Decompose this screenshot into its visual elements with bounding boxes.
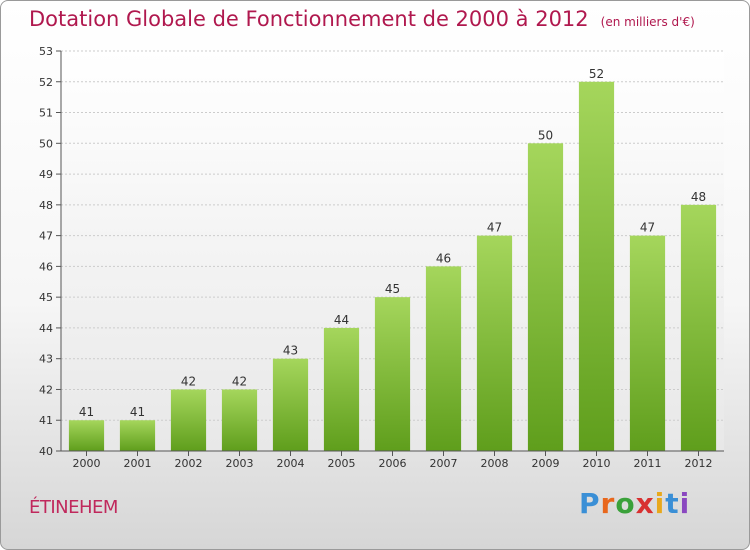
logo-letter: r [600, 487, 616, 520]
y-tick-label: 40 [39, 445, 53, 458]
value-label-2004: 43 [283, 344, 298, 358]
y-tick-label: 49 [39, 168, 53, 181]
value-label-2002: 42 [181, 374, 196, 388]
y-tick-label: 46 [39, 260, 53, 273]
x-tick-label-2001: 2001 [124, 457, 152, 470]
x-tick-label-2005: 2005 [328, 457, 356, 470]
value-label-2006: 45 [385, 282, 400, 296]
bar-2000 [68, 420, 105, 451]
value-label-2010: 52 [589, 67, 604, 81]
x-tick-label-2007: 2007 [430, 457, 458, 470]
x-tick-label-2008: 2008 [481, 457, 509, 470]
y-tick-label: 53 [39, 45, 53, 58]
y-tick-label: 50 [39, 137, 53, 150]
y-tick-label: 47 [39, 230, 53, 243]
logo-letter: x [635, 487, 655, 520]
y-tick-label: 51 [39, 107, 53, 120]
chart-title: Dotation Globale de Fonctionnement de 20… [29, 7, 695, 31]
x-tick-label-2004: 2004 [277, 457, 305, 470]
bar-2007 [425, 266, 462, 451]
value-label-2000: 41 [79, 405, 94, 419]
value-label-2011: 47 [640, 221, 655, 235]
y-tick-label: 52 [39, 76, 53, 89]
logo-letter: t [665, 487, 680, 520]
proxiti-logo[interactable]: Proxiti [579, 487, 690, 520]
bar-2001 [119, 420, 156, 451]
value-label-2005: 44 [334, 313, 349, 327]
logo-letter: i [679, 487, 691, 520]
bar-2008 [476, 235, 513, 451]
value-label-2001: 41 [130, 405, 145, 419]
x-tick-label-2006: 2006 [379, 457, 407, 470]
bar-2006 [374, 297, 411, 451]
value-labels: 41 41 42 42 43 44 45 46 47 50 52 47 48 [79, 67, 706, 419]
title-text: Dotation Globale de Fonctionnement de 20… [29, 7, 589, 31]
y-tick-label: 41 [39, 414, 53, 427]
y-tick-label: 45 [39, 291, 53, 304]
bar-2011 [629, 235, 666, 451]
bar-2009 [527, 143, 564, 452]
x-tick-label-2009: 2009 [532, 457, 560, 470]
value-label-2008: 47 [487, 221, 502, 235]
x-tick-label-2012: 2012 [685, 457, 713, 470]
y-tick-label: 42 [39, 383, 53, 396]
value-label-2003: 42 [232, 374, 247, 388]
x-tick-label-2002: 2002 [175, 457, 203, 470]
x-tick-label-2010: 2010 [583, 457, 611, 470]
bar-2003 [221, 389, 258, 451]
value-label-2012: 48 [691, 190, 706, 204]
logo-letter: o [615, 487, 636, 520]
chart-subtitle: (en milliers d'€) [600, 15, 695, 29]
bar-2002 [170, 389, 207, 451]
commune-name: ÉTINEHEM [29, 497, 118, 518]
bars [68, 81, 717, 452]
bar-2004 [272, 358, 309, 451]
x-tick-label-2000: 2000 [73, 457, 101, 470]
bar-2005 [323, 327, 360, 451]
x-tick-label-2003: 2003 [226, 457, 254, 470]
bar-2012 [680, 204, 717, 451]
value-label-2009: 50 [538, 128, 553, 142]
y-tick-label: 48 [39, 199, 53, 212]
bar-2010 [578, 81, 615, 452]
value-label-2007: 46 [436, 251, 451, 265]
logo-letter: P [579, 487, 601, 520]
y-tick-label: 43 [39, 353, 53, 366]
y-tick-label: 44 [39, 322, 53, 335]
logo-letter: i [654, 487, 666, 520]
x-tick-label-2011: 2011 [634, 457, 662, 470]
x-axis: 2000 2001 2002 2003 2004 2005 2006 2007 2008 2009… [61, 450, 724, 470]
y-axis: 40 41 42 43 44 45 46 47 48 49 50 51 52 53 [39, 45, 62, 458]
